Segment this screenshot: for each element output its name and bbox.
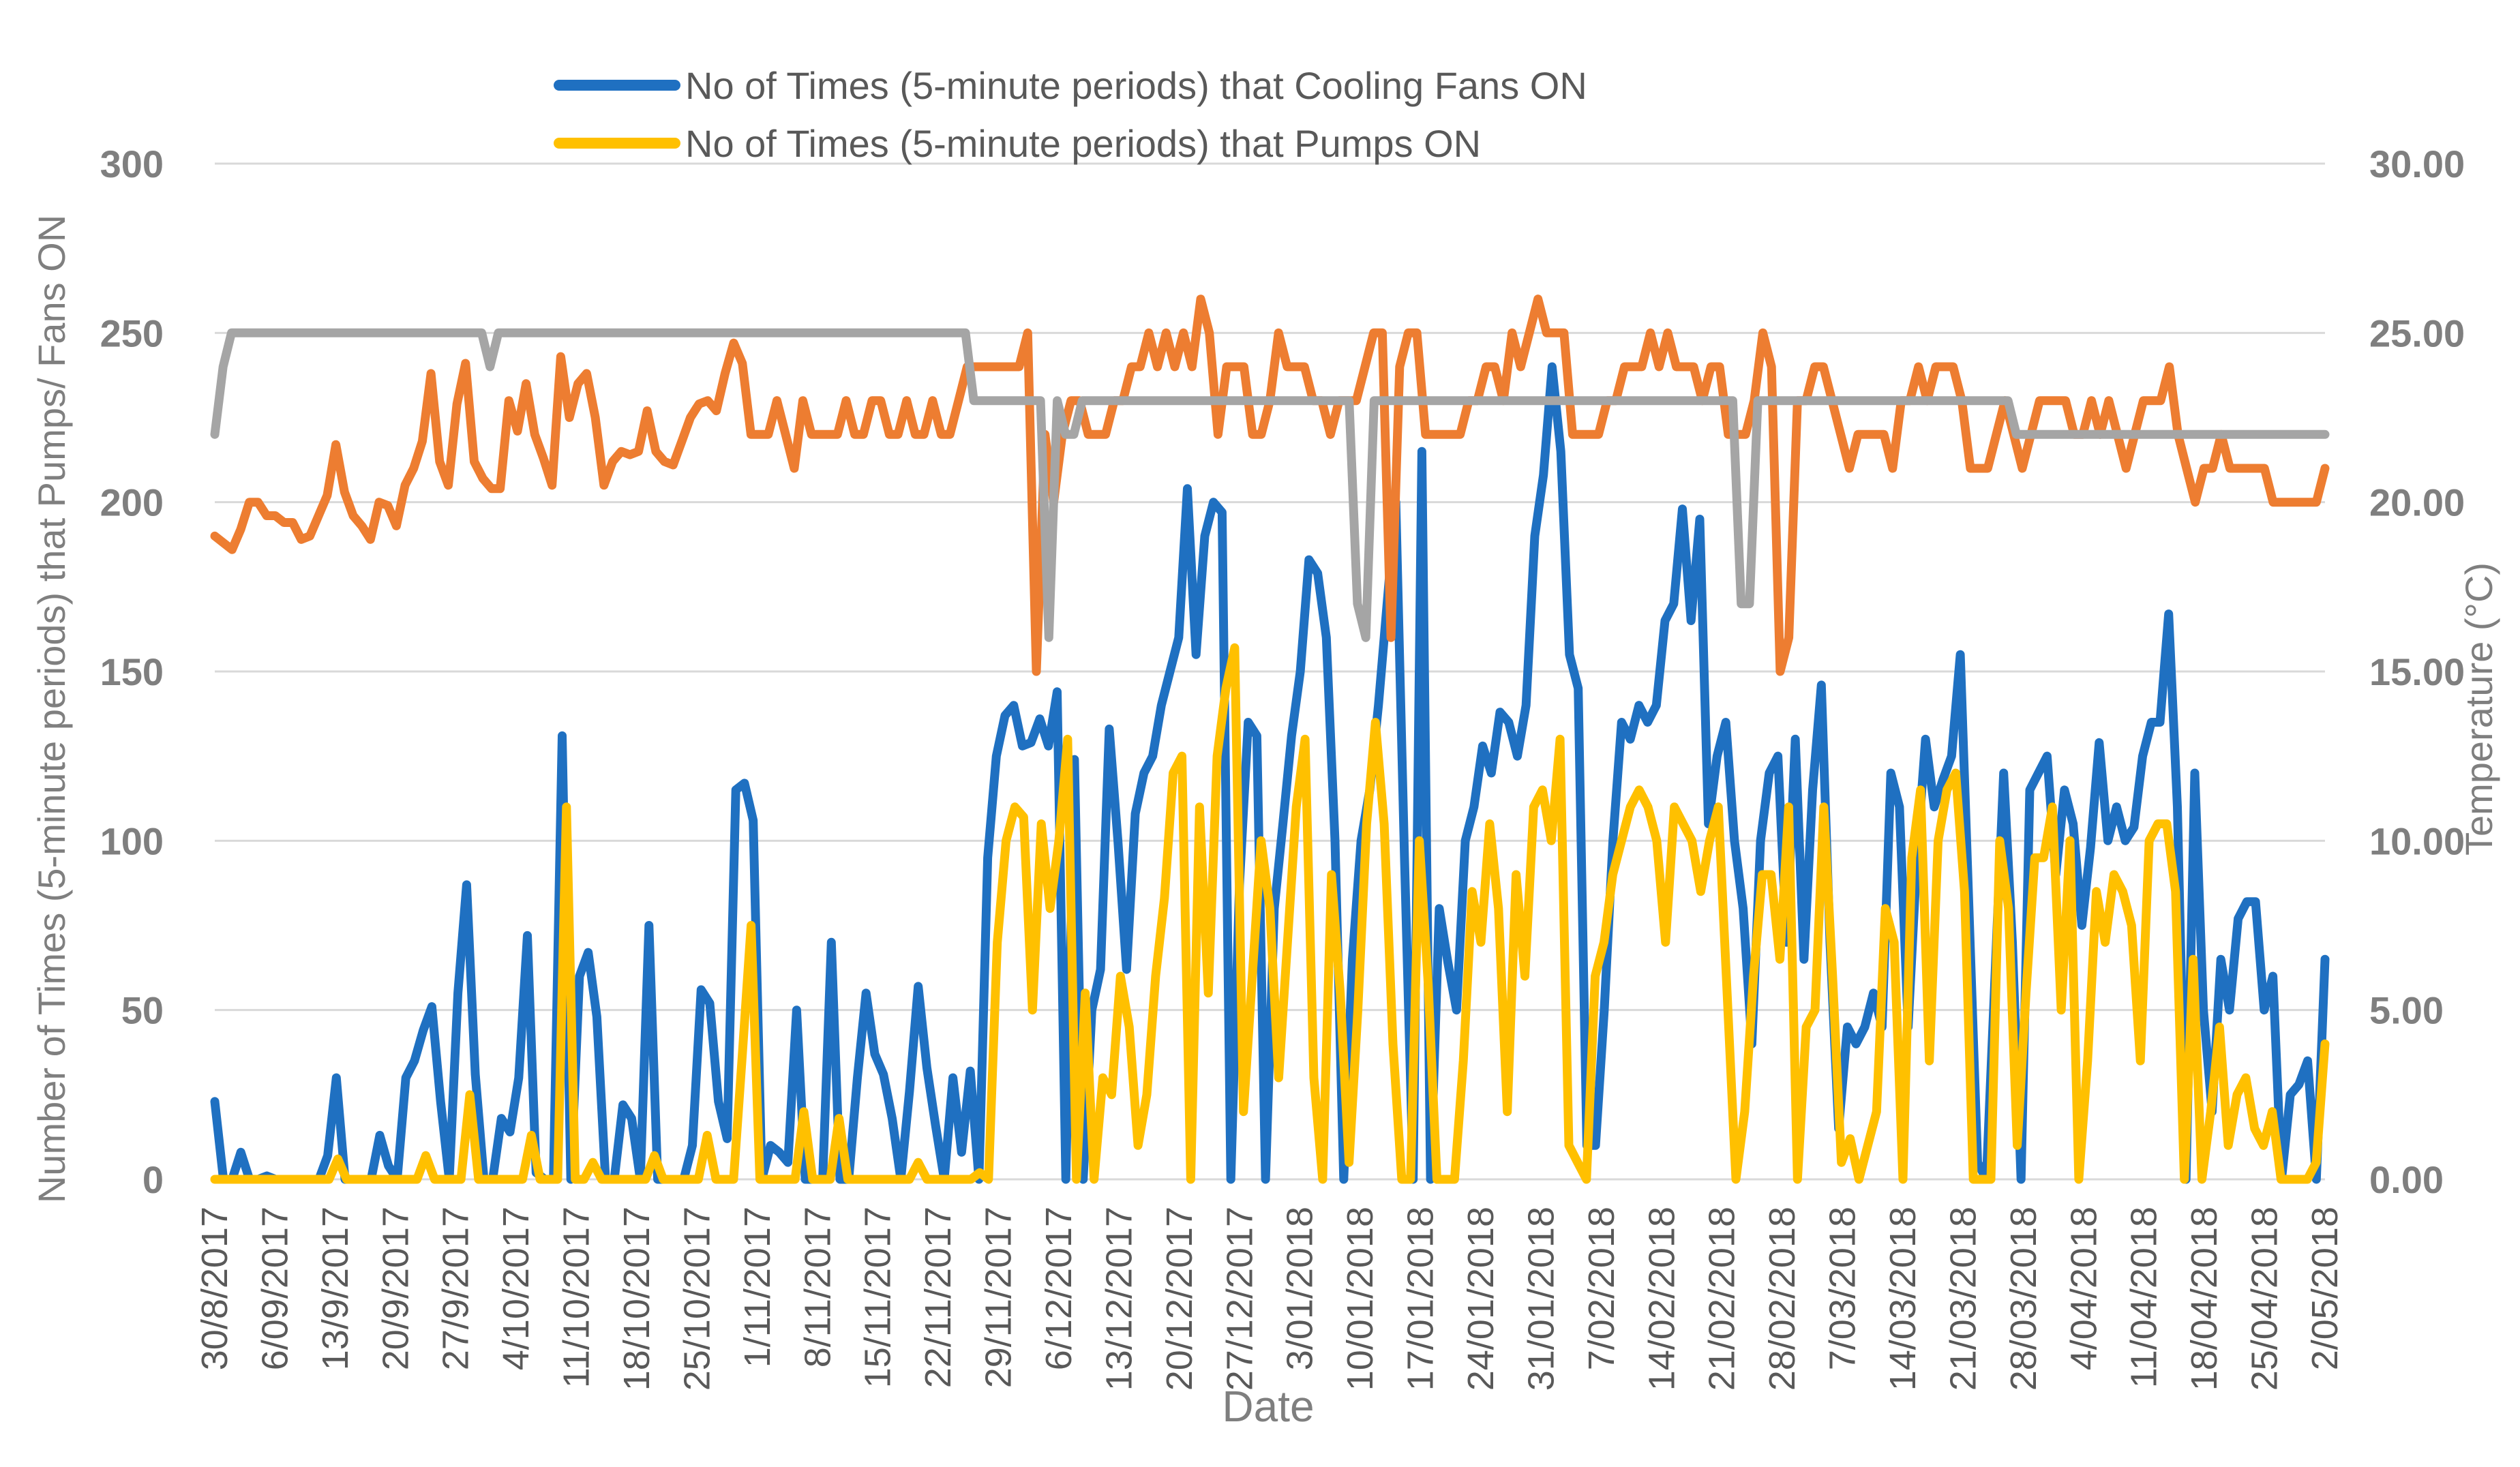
x-tick-label: 15/11/2017 (858, 1207, 899, 1388)
y2-tick-label: 30.00 (2369, 142, 2465, 185)
x-tick-label: 13/12/2017 (1098, 1207, 1139, 1391)
y2-tick-label: 15.00 (2369, 650, 2465, 693)
x-tick-label: 25/10/2017 (676, 1207, 717, 1391)
y2-axis-label: Temperature (°C) (2457, 562, 2500, 856)
x-tick-label: 22/11/2017 (918, 1207, 959, 1388)
y-tick-label: 250 (100, 312, 164, 354)
y-tick-label: 0 (142, 1158, 164, 1201)
x-tick-label: 6/09/2017 (254, 1207, 295, 1370)
x-tick-label: 30/8/2017 (194, 1207, 235, 1370)
x-tick-label: 27/9/2017 (436, 1207, 477, 1370)
x-tick-label: 6/12/2017 (1038, 1207, 1079, 1370)
x-tick-label: 4/10/2017 (496, 1207, 537, 1370)
y-axis-label: Number of Times (5-minute periods) that … (30, 215, 73, 1203)
y-tick-label: 300 (100, 142, 164, 185)
x-tick-label: 31/01/2018 (1520, 1207, 1561, 1391)
legend-label: No of Times (5-minute periods) that Cool… (685, 64, 1587, 107)
y2-tick-label: 10.00 (2369, 819, 2465, 862)
legend-label: No of Times (5-minute periods) that Pump… (685, 122, 1481, 165)
x-tick-label: 18/04/2018 (2184, 1207, 2225, 1391)
x-tick-label: 10/01/2018 (1340, 1207, 1381, 1391)
y-tick-label: 200 (100, 481, 164, 524)
x-tick-label: 8/11/2017 (797, 1207, 838, 1367)
x-tick-label: 25/04/2018 (2245, 1207, 2285, 1391)
x-tick-label: 1/11/2017 (737, 1207, 778, 1367)
x-tick-label: 28/03/2018 (2003, 1207, 2044, 1391)
x-axis-label: Date (1222, 1382, 1314, 1431)
x-tick-label: 17/01/2018 (1400, 1207, 1441, 1391)
x-tick-label: 4/04/2018 (2063, 1207, 2104, 1370)
x-tick-label: 20/12/2017 (1159, 1207, 1200, 1391)
x-tick-label: 20/9/2017 (375, 1207, 416, 1370)
x-tick-label: 7/02/2018 (1581, 1207, 1622, 1370)
x-tick-label: 11/10/2017 (556, 1207, 597, 1388)
x-tick-label: 7/03/2018 (1822, 1207, 1863, 1370)
x-tick-label: 28/02/2018 (1762, 1207, 1803, 1391)
y2-tick-label: 20.00 (2369, 481, 2465, 524)
series-lines (210, 294, 2330, 1184)
x-tick-label: 14/03/2018 (1882, 1207, 1923, 1391)
x-tick-label: 27/12/2017 (1219, 1207, 1260, 1391)
x-tick-label: 18/10/2017 (616, 1207, 657, 1391)
x-tick-label: 3/01/2018 (1280, 1207, 1321, 1370)
y2-tick-label: 5.00 (2369, 989, 2444, 1032)
x-tick-label: 2/05/2018 (2305, 1207, 2345, 1370)
legend: No of Times (5-minute periods) that Cool… (554, 64, 1587, 165)
x-tick-label: 14/02/2018 (1641, 1207, 1682, 1391)
y2-tick-label: 25.00 (2369, 312, 2465, 354)
series-line-1 (210, 643, 2330, 1184)
y2-tick-label: 0.00 (2369, 1158, 2444, 1201)
y-tick-label: 50 (121, 989, 164, 1032)
x-tick-label: 11/04/2018 (2124, 1207, 2165, 1388)
x-tick-label: 24/01/2018 (1460, 1207, 1501, 1391)
x-tick-label: 13/9/2017 (315, 1207, 356, 1370)
x-tick-label: 21/02/2018 (1702, 1207, 1743, 1391)
axes: 0 50 100 150 200 250 300 0.00 5.00 10.00 15.00 20.0… (100, 142, 2465, 1391)
x-tick-label: 29/11/2017 (978, 1207, 1019, 1388)
series-line-3 (210, 328, 2330, 642)
y-tick-label: 100 (100, 819, 164, 862)
y-tick-label: 150 (100, 650, 164, 693)
x-tick-label: 21/03/2018 (1942, 1207, 1983, 1391)
